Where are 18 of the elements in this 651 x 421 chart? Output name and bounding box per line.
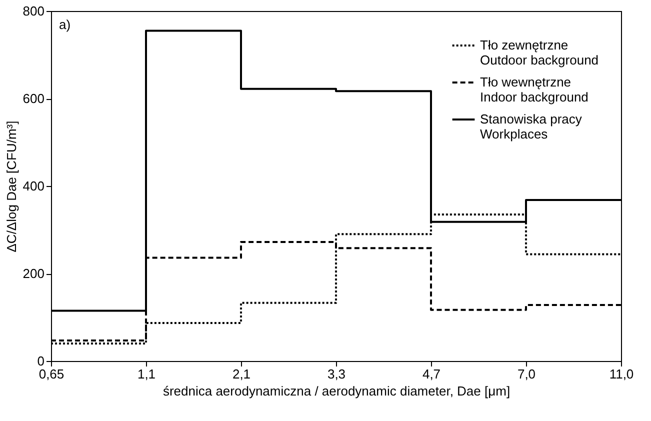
annotation: a) (59, 17, 71, 32)
y-tick-label: 800 (22, 4, 44, 18)
x-tick-label: 4,7 (422, 366, 441, 382)
x-tick-label: 1,1 (137, 366, 156, 382)
x-tick-label: 7,0 (517, 366, 536, 382)
y-tick-label: 0 (37, 354, 44, 368)
y-tick-label: 200 (22, 266, 44, 281)
legend-label: Stanowiska pracy Workplaces (480, 112, 582, 142)
y-axis-title: ΔC/Δlog Dae [CFU/m³] (4, 120, 19, 252)
x-axis-title: średnica aerodynamiczna / aerodynamic diameter, Dae [μm] (162, 384, 510, 398)
y-tick-label: 600 (22, 91, 44, 106)
x-tick-label: 11,0 (609, 366, 634, 382)
x-tick-label: 2,1 (232, 366, 251, 382)
x-tick-label: 0,65 (38, 366, 64, 382)
y-tick-label: 400 (22, 178, 44, 194)
legend-label: Tło wewnętrzne Indoor background (480, 74, 588, 104)
x-tick-label: 3,3 (327, 366, 346, 382)
legend-label: Tło zewnętrzne Outdoor background (480, 38, 599, 68)
